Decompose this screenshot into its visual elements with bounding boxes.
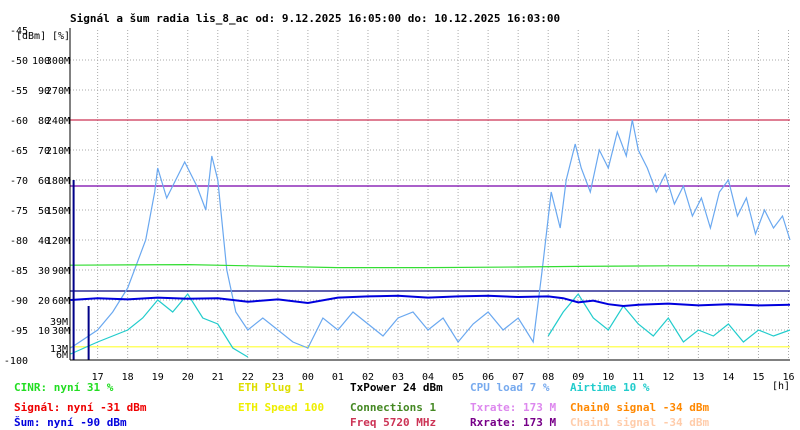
x-tick-label: 21: [212, 372, 224, 383]
y-tick-pct: 60: [38, 176, 50, 187]
y-tick-rate: 30M: [52, 326, 70, 337]
x-tick-label: 19: [152, 372, 164, 383]
y-tick-pct: 70: [38, 146, 50, 157]
stat-label: CINR: nyní 31 %: [14, 381, 114, 394]
x-tick-label: 03: [392, 372, 404, 383]
x-tick-label: 10: [602, 372, 614, 383]
stat-label: Chain1 signal -34 dBm: [570, 416, 709, 429]
y-tick-dbm: -90: [10, 296, 28, 307]
x-tick-label: 14: [722, 372, 734, 383]
y-tick-dbm: -50: [10, 56, 28, 67]
x-tick-label: 06: [482, 372, 494, 383]
x-tick-label: 13: [692, 372, 704, 383]
y-tick-rate: 90M: [52, 266, 70, 277]
y-tick-rate: 210M: [46, 146, 70, 157]
x-tick-label: 04: [422, 372, 434, 383]
y-tick-pct: 80: [38, 116, 50, 127]
y-tick-rate: 240M: [46, 116, 70, 127]
series-line-signal: [70, 119, 791, 349]
y-header-dbm: [dBm]: [16, 31, 46, 42]
x-tick-label: 12: [662, 372, 674, 383]
y-tick-rate: 120M: [46, 236, 70, 247]
series-line-cinr: [70, 292, 249, 358]
stat-label: Šum: nyní -90 dBm: [14, 416, 127, 429]
y-tick-rate: 150M: [46, 206, 70, 217]
stat-label: Chain0 signal -34 dBm: [570, 401, 709, 414]
stat-label: Airtime 10 %: [570, 381, 650, 394]
y-tick-rate: 300M: [46, 56, 70, 67]
y-tick-rate: 60M: [52, 296, 70, 307]
stat-label: Txrate: 173 M: [470, 401, 556, 414]
y-tick-pct: 10: [38, 326, 50, 337]
y-header-pct: [%]: [52, 31, 70, 42]
stat-label: ETH Speed 100: [238, 401, 324, 414]
stat-label: Freq 5720 MHz: [350, 416, 436, 429]
y-tick-dbm: -95: [10, 326, 28, 337]
stat-label: Rxrate: 173 M: [470, 416, 556, 429]
x-tick-label: 08: [542, 372, 554, 383]
x-tick-label: 20: [182, 372, 194, 383]
y-tick-pct: 40: [38, 236, 50, 247]
y-tick-rate: 270M: [46, 86, 70, 97]
chart-title: Signál a šum radia lis_8_ac od: 9.12.202…: [70, 12, 560, 25]
y-tick-dbm: -55: [10, 86, 28, 97]
y-tick-pct: 20: [38, 296, 50, 307]
x-tick-label: 22: [242, 372, 254, 383]
stat-label: Connections 1: [350, 401, 436, 414]
stat-label: CPU load 7 %: [470, 381, 550, 394]
y-tick-dbm: -45: [10, 26, 28, 37]
y-tick-rate-extra: 6M: [56, 350, 68, 361]
stats-legend: CINR: nyní 31 % Signál: nyní -31 dBm Šum: …: [14, 381, 709, 429]
grid: [70, 30, 790, 360]
x-tick-label: 11: [632, 372, 644, 383]
y-tick-pct: 90: [38, 86, 50, 97]
stat-label: TxPower 24 dBm: [350, 381, 443, 394]
y-tick-pct: 100: [32, 56, 50, 67]
y-tick-dbm: -75: [10, 206, 28, 217]
y-tick-dbm: -60: [10, 116, 28, 127]
axes: [69, 28, 790, 361]
series-line-cinr: [547, 292, 791, 343]
y-tick-rate-extra: 13M: [50, 344, 68, 355]
y-tick-dbm: -85: [10, 266, 28, 277]
y-tick-dbm: -80: [10, 236, 28, 247]
y-tick-pct: 30: [38, 266, 50, 277]
y-tick-pct: 50: [38, 206, 50, 217]
y-tick-dbm: -65: [10, 146, 28, 157]
x-unit-label: [h]: [772, 381, 790, 392]
y-tick-rate-extra: 39M: [50, 317, 68, 328]
x-tick-label: 16: [782, 372, 794, 383]
x-tick-label: 02: [362, 372, 374, 383]
x-tick-label: 05: [452, 372, 464, 383]
y-tick-dbm: -100: [4, 356, 28, 367]
x-tick-label: 09: [572, 372, 584, 383]
reference-lines: [70, 119, 790, 348]
x-tick-label: 07: [512, 372, 524, 383]
stat-label: Signál: nyní -31 dBm: [14, 401, 147, 414]
x-tick-label: 15: [752, 372, 764, 383]
x-tick-label: 18: [122, 372, 134, 383]
x-tick-label: 00: [302, 372, 314, 383]
x-tick-label: 01: [332, 372, 344, 383]
series-lines: [70, 119, 791, 360]
x-tick-label: 17: [92, 372, 104, 383]
x-tick-label: 23: [272, 372, 284, 383]
y-tick-dbm: -70: [10, 176, 28, 187]
series-line-noise: [70, 294, 791, 308]
stat-label: ETH Plug 1: [238, 381, 305, 394]
series-line-connections: [70, 263, 790, 269]
y-tick-rate: 180M: [46, 176, 70, 187]
